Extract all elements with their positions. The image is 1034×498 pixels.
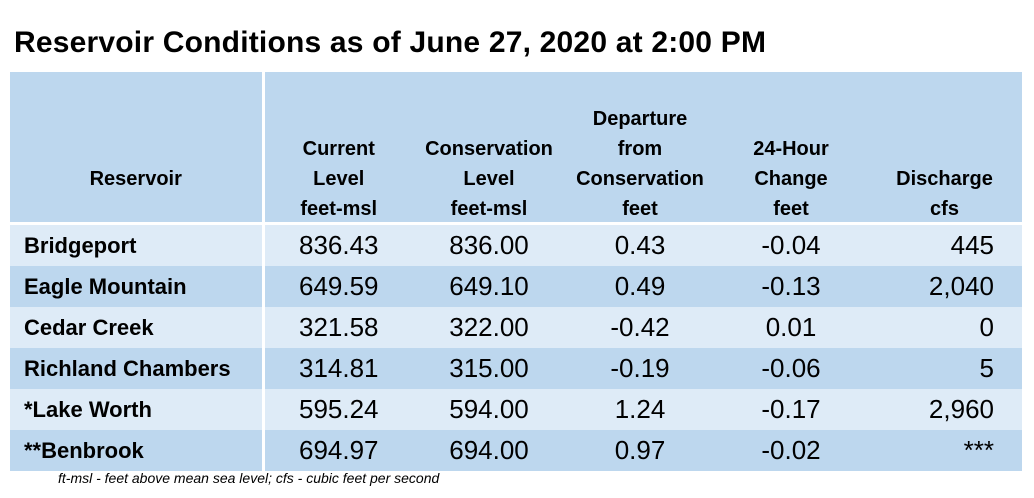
- column-header-line: Reservoir: [89, 168, 182, 190]
- unit-conservation-level: feet-msl: [413, 196, 565, 225]
- column-header-line: Conservation: [425, 138, 553, 160]
- column-header-reservoir: Reservoir: [10, 72, 265, 196]
- unit-departure: feet: [565, 196, 715, 225]
- reservoir-table: Reservoir Current Level Conservation Lev…: [10, 72, 1022, 471]
- column-header-24-hour-change: 24-Hour Change: [715, 72, 867, 196]
- change-cell: -0.04: [715, 223, 867, 266]
- conservation-level-cell: 649.10: [413, 266, 565, 307]
- unit-reservoir: [10, 196, 265, 225]
- table-row: **Benbrook 694.97 694.00 0.97 -0.02 ***: [10, 430, 1022, 471]
- column-header-line: Discharge: [896, 168, 993, 190]
- reservoir-name: Bridgeport: [10, 223, 265, 266]
- reservoir-name: Richland Chambers: [10, 348, 265, 389]
- conservation-level-cell: 315.00: [413, 348, 565, 389]
- departure-cell: 0.97: [565, 430, 715, 471]
- departure-cell: -0.42: [565, 307, 715, 348]
- unit-discharge: cfs: [867, 196, 1022, 225]
- current-level-cell: 694.97: [263, 430, 413, 471]
- page-title: Reservoir Conditions as of June 27, 2020…: [14, 26, 767, 59]
- reservoir-name: **Benbrook: [10, 430, 265, 471]
- discharge-cell: 445: [867, 223, 1022, 266]
- column-header-current-level: Current Level: [263, 72, 413, 196]
- unit-current-level: feet-msl: [263, 196, 413, 225]
- discharge-cell: 5: [867, 348, 1022, 389]
- column-header-discharge: Discharge: [867, 72, 1022, 196]
- current-level-cell: 595.24: [263, 389, 413, 430]
- column-header-line: Level: [463, 168, 515, 190]
- change-cell: -0.06: [715, 348, 867, 389]
- current-level-cell: 321.58: [263, 307, 413, 348]
- conservation-level-cell: 694.00: [413, 430, 565, 471]
- reservoir-name: Cedar Creek: [10, 307, 265, 348]
- column-header-line: Departure: [592, 108, 688, 130]
- change-cell: -0.02: [715, 430, 867, 471]
- discharge-cell: 2,040: [867, 266, 1022, 307]
- footnote: ft-msl - feet above mean sea level; cfs …: [58, 470, 440, 486]
- departure-cell: 0.49: [565, 266, 715, 307]
- current-level-cell: 649.59: [263, 266, 413, 307]
- discharge-cell: ***: [867, 430, 1022, 471]
- column-header-line: Current: [302, 138, 375, 160]
- table-row: Cedar Creek 321.58 322.00 -0.42 0.01 0: [10, 307, 1022, 348]
- table-row: *Lake Worth 595.24 594.00 1.24 -0.17 2,9…: [10, 389, 1022, 430]
- header-row: Reservoir Current Level Conservation Lev…: [10, 72, 1022, 196]
- table-row: Eagle Mountain 649.59 649.10 0.49 -0.13 …: [10, 266, 1022, 307]
- reservoir-name: *Lake Worth: [10, 389, 265, 430]
- reservoir-name: Eagle Mountain: [10, 266, 265, 307]
- column-header-line: Change: [754, 168, 828, 190]
- column-header-line: from: [617, 138, 663, 160]
- conservation-level-cell: 322.00: [413, 307, 565, 348]
- column-header-line: Conservation: [576, 168, 704, 190]
- change-cell: -0.17: [715, 389, 867, 430]
- unit-24-hour-change: feet: [715, 196, 867, 225]
- departure-cell: -0.19: [565, 348, 715, 389]
- table-row: Richland Chambers 314.81 315.00 -0.19 -0…: [10, 348, 1022, 389]
- conservation-level-cell: 594.00: [413, 389, 565, 430]
- table-row: Bridgeport 836.43 836.00 0.43 -0.04 445: [10, 223, 1022, 266]
- column-header-line: Level: [313, 168, 365, 190]
- discharge-cell: 2,960: [867, 389, 1022, 430]
- units-row: feet-msl feet-msl feet feet cfs: [10, 196, 1022, 225]
- conservation-level-cell: 836.00: [413, 223, 565, 266]
- discharge-cell: 0: [867, 307, 1022, 348]
- change-cell: -0.13: [715, 266, 867, 307]
- current-level-cell: 836.43: [263, 223, 413, 266]
- departure-cell: 0.43: [565, 223, 715, 266]
- change-cell: 0.01: [715, 307, 867, 348]
- column-header-conservation-level: Conservation Level: [413, 72, 565, 196]
- departure-cell: 1.24: [565, 389, 715, 430]
- column-header-line: 24-Hour: [753, 138, 829, 160]
- column-header-departure: Departure from Conservation: [565, 72, 715, 196]
- current-level-cell: 314.81: [263, 348, 413, 389]
